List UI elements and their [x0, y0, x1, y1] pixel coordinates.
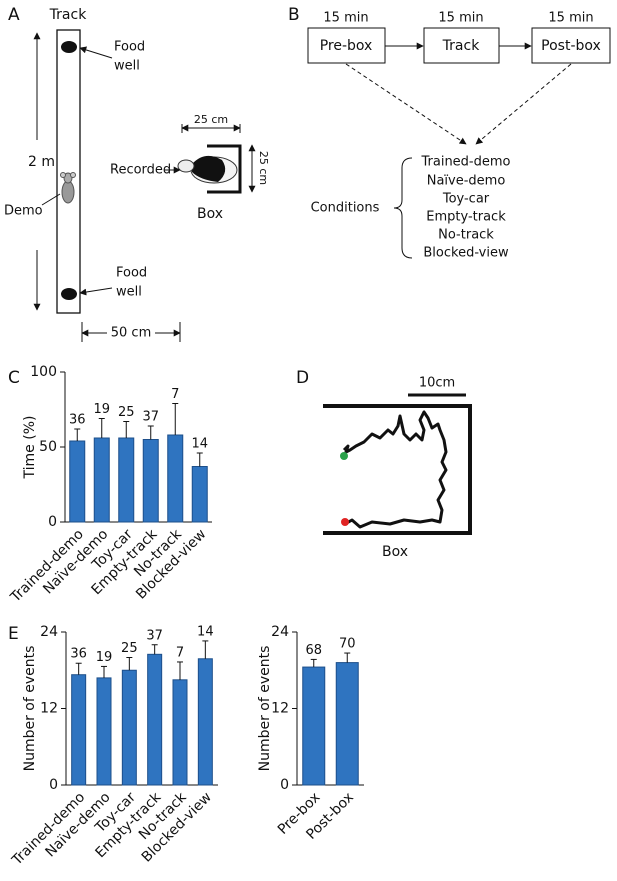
- conditions-title: Conditions: [311, 201, 380, 216]
- condition: Empty-track: [426, 210, 506, 225]
- bar: [93, 437, 110, 523]
- dashed-arrow: [475, 63, 572, 145]
- stage-box: [531, 27, 611, 64]
- box-label: Box: [382, 544, 408, 560]
- bar: [191, 466, 208, 523]
- condition: Blocked-view: [423, 246, 509, 261]
- arrow: [41, 193, 61, 206]
- sample-size: 7: [176, 645, 184, 660]
- scale-label: 10cm: [419, 376, 455, 391]
- bar: [302, 666, 326, 786]
- panel-d: D 10cm Box: [296, 368, 472, 560]
- bar: [69, 440, 86, 523]
- brace: [393, 157, 413, 259]
- sample-size: 25: [121, 641, 138, 656]
- track-width-label: 50 cm: [111, 326, 152, 341]
- bar: [121, 669, 137, 786]
- sample-size: 14: [191, 437, 208, 452]
- y-tick-label: 50: [39, 439, 57, 455]
- length-label: 2 m: [28, 154, 55, 170]
- end-point: [341, 518, 349, 526]
- duration: 15 min: [548, 11, 593, 26]
- demo-label: Demo: [4, 204, 43, 219]
- food-well-label: Food: [116, 266, 147, 281]
- panel-b: B 15 min 15 min 15 min Pre-box Track Pos…: [288, 5, 611, 261]
- bar: [197, 658, 213, 786]
- demo-animal: [60, 172, 76, 204]
- arrow: [79, 287, 113, 296]
- box: [207, 144, 242, 194]
- panel-label: C: [8, 368, 20, 388]
- panel-label: B: [288, 5, 300, 25]
- food-well-label: Food: [114, 40, 145, 55]
- bar: [142, 439, 159, 523]
- dashed-arrow: [345, 63, 467, 145]
- sample-size: 68: [305, 643, 322, 658]
- stage-label: Post-box: [541, 38, 601, 54]
- y-tick-label: 0: [49, 777, 58, 793]
- sample-size: 36: [70, 647, 87, 662]
- recorded-label: Recorded: [110, 163, 171, 178]
- panel-label: D: [296, 368, 309, 388]
- bar: [71, 674, 87, 786]
- sample-size: 19: [96, 650, 113, 665]
- y-axis-label: Number of events: [257, 646, 273, 772]
- stage-label: Pre-box: [320, 38, 373, 54]
- y-tick-label: 12: [40, 701, 58, 717]
- sample-size: 19: [93, 402, 110, 417]
- y-tick-label: 24: [40, 624, 58, 640]
- sample-size: 70: [339, 637, 356, 652]
- food-well-label: well: [114, 59, 140, 74]
- sample-size: 14: [197, 624, 214, 639]
- sample-size: 25: [118, 405, 135, 420]
- panel-label: E: [8, 624, 19, 644]
- food-well: [61, 41, 77, 53]
- bar: [147, 653, 163, 786]
- y-tick-label: 24: [271, 624, 289, 640]
- y-tick-label: 100: [30, 364, 57, 380]
- y-axis-label: Number of events: [22, 646, 38, 772]
- box-label: Box: [197, 206, 223, 222]
- condition: Toy-car: [442, 192, 490, 207]
- y-tick-label: 12: [271, 701, 289, 717]
- condition: Naïve-demo: [427, 174, 506, 189]
- sample-size: 7: [171, 387, 179, 402]
- condition: Trained-demo: [420, 155, 510, 170]
- arrow: [79, 46, 113, 59]
- condition: No-track: [438, 228, 494, 243]
- recorded-animal: [177, 155, 238, 184]
- bar: [167, 434, 184, 523]
- box: [323, 404, 472, 535]
- stage-box: [307, 27, 386, 64]
- track-label: Track: [49, 7, 88, 23]
- food-well-label: well: [116, 285, 142, 300]
- panel-a: A Track 2 m Food well Food well Demo 25 …: [4, 5, 270, 342]
- duration: 15 min: [438, 11, 483, 26]
- food-well: [61, 288, 77, 300]
- bar: [118, 437, 135, 523]
- sample-size: 37: [146, 628, 163, 643]
- box-depth-label: 25 cm: [257, 151, 270, 185]
- bar: [172, 679, 188, 786]
- y-axis-label: Time (%): [22, 416, 38, 480]
- y-tick-label: 0: [280, 777, 289, 793]
- bar: [96, 677, 112, 786]
- box-width-label: 25 cm: [194, 113, 228, 126]
- start-point: [340, 452, 348, 460]
- stage-label: Track: [442, 38, 481, 54]
- sample-size: 37: [142, 410, 159, 425]
- duration: 15 min: [323, 11, 368, 26]
- bar: [335, 662, 359, 786]
- sample-size: 36: [69, 413, 86, 428]
- y-tick-label: 0: [48, 514, 57, 530]
- panel-label: A: [8, 5, 20, 25]
- trajectory: [342, 410, 448, 529]
- track: [56, 29, 81, 314]
- stage-box: [423, 27, 500, 64]
